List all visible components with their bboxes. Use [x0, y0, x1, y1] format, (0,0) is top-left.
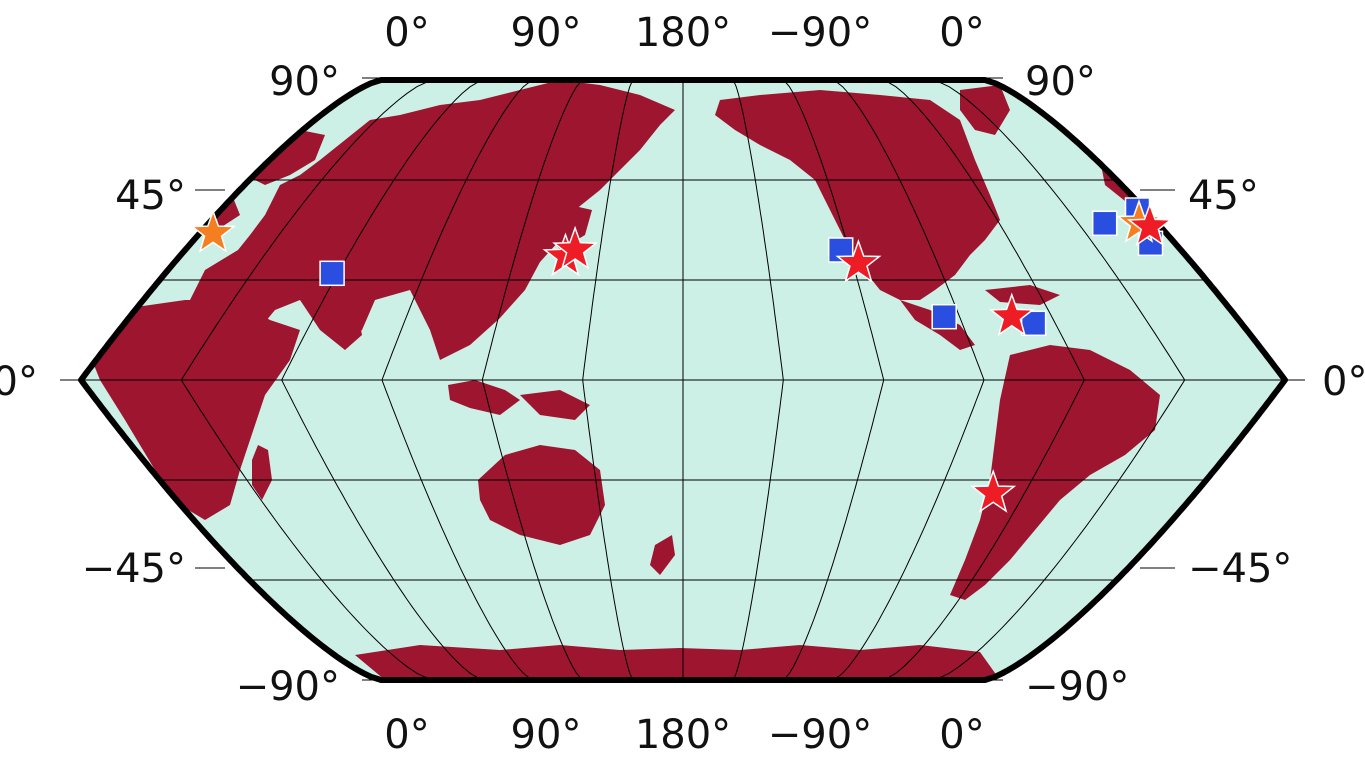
tick-label-right-0: 90°	[1025, 59, 1096, 105]
tick-label-left-0: 90°	[269, 59, 340, 105]
graticule	[81, 80, 1285, 680]
tick-label-bottom-1: 90°	[511, 712, 582, 758]
tick-labels-top: 0° 90° 180° −90° 0°	[384, 10, 984, 56]
tick-label-right-4: −90°	[1025, 664, 1129, 710]
tick-labels-bottom: 0° 90° 180° −90° 0°	[384, 712, 984, 758]
tick-label-right-1: 45°	[1188, 173, 1259, 219]
land-shape-7	[478, 445, 605, 545]
land-shape-8	[650, 535, 675, 575]
star-marker-5	[835, 239, 882, 283]
tick-label-top-3: −90°	[768, 10, 872, 56]
land-shape-12	[985, 285, 1060, 305]
land-shape-6	[520, 390, 590, 420]
land-shape-3	[300, 280, 362, 350]
tick-label-top-1: 90°	[511, 10, 582, 56]
land-shape-10	[960, 85, 1010, 135]
square-marker-2	[319, 260, 345, 287]
land-shape-5	[448, 380, 520, 415]
tick-label-right-2: 0°	[1322, 359, 1365, 405]
land-shape-9	[715, 90, 1000, 300]
tick-labels-left: 90° 45° 0° −45° −90°	[0, 59, 340, 710]
tick-labels-right: 90° 45° 0° −45° −90°	[1025, 59, 1365, 710]
star-marker-6	[988, 292, 1035, 337]
land-shape-4	[548, 205, 592, 250]
map-body	[78, 77, 1288, 683]
tick-label-top-4: 0°	[939, 10, 984, 56]
land-shape-2	[252, 445, 272, 500]
star-marker-2	[190, 209, 237, 253]
tick-label-top-2: 180°	[635, 10, 731, 56]
square-marker-4	[931, 303, 957, 330]
markers	[190, 197, 1173, 513]
star-marker-1	[1126, 202, 1173, 247]
tick-label-left-3: −45°	[82, 546, 186, 592]
star-marker-7	[970, 469, 1017, 513]
tick-label-bottom-4: 0°	[939, 712, 984, 758]
star-marker-4	[552, 225, 599, 270]
tick-label-top-0: 0°	[384, 10, 429, 56]
tick-label-left-2: 0°	[0, 359, 38, 405]
square-marker-6	[1091, 210, 1118, 237]
tick-label-bottom-2: 180°	[635, 712, 731, 758]
tick-label-bottom-3: −90°	[768, 712, 872, 758]
land-shape-13	[950, 345, 1160, 600]
tick-label-left-1: 45°	[115, 173, 186, 219]
land-shape-1	[88, 300, 300, 520]
tick-label-left-4: −90°	[236, 664, 340, 710]
tick-label-bottom-0: 0°	[384, 712, 429, 758]
land-shape-17	[355, 645, 1000, 680]
tick-label-right-3: −45°	[1188, 546, 1292, 592]
